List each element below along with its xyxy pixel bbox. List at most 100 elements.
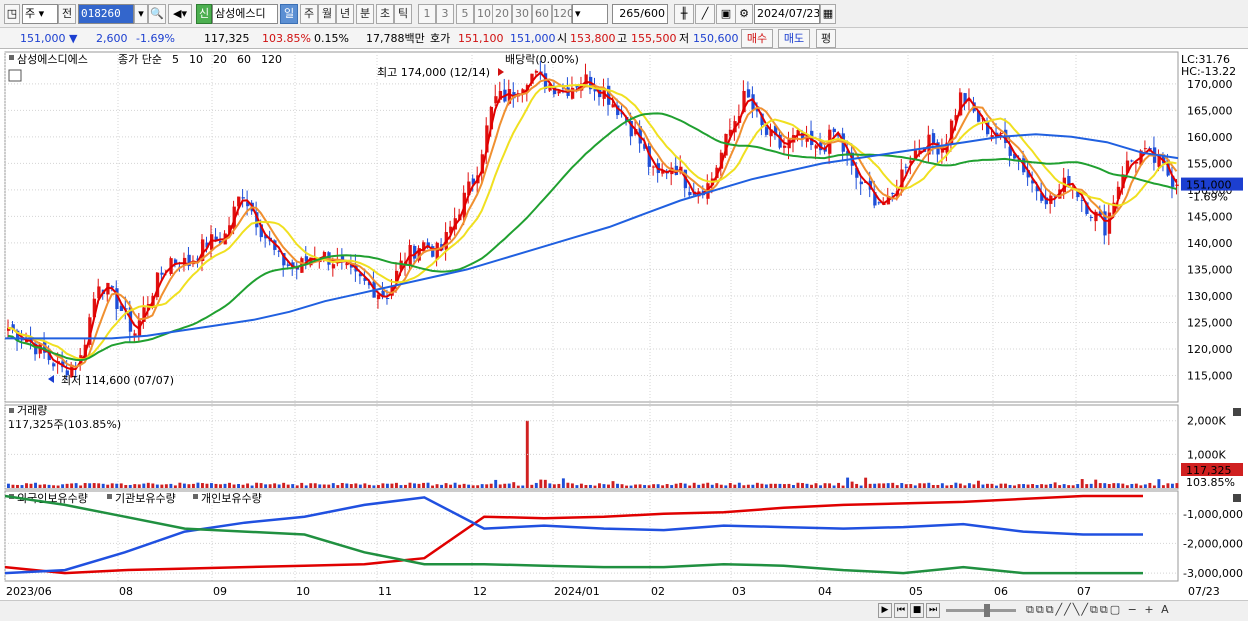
x-axis-label: 06 <box>994 585 1008 598</box>
interval-custom-select[interactable]: ▾ <box>572 4 608 24</box>
legend-ma-120: 120 <box>261 53 282 66</box>
low-label: 저 <box>679 32 690 45</box>
candle-body <box>661 170 665 174</box>
candle-body <box>986 120 990 135</box>
volume-bar <box>1152 485 1156 488</box>
candle-body <box>832 128 836 133</box>
calendar-icon[interactable]: ▦ <box>820 4 836 24</box>
candle-body <box>638 126 642 144</box>
zoom-slider-thumb[interactable] <box>984 604 990 617</box>
candle-body <box>643 144 647 149</box>
volume-bar <box>83 483 87 488</box>
period-button-1[interactable]: 주 <box>300 4 318 24</box>
interval-button-1[interactable]: 3 <box>436 4 454 24</box>
volume-bar <box>1125 485 1129 488</box>
volume-bar <box>692 482 696 488</box>
credit-badge: 신 <box>196 4 212 24</box>
volume-ratio: 103.85% <box>262 32 311 45</box>
date-field[interactable]: 2024/07/23 <box>754 4 820 24</box>
volume-bar <box>882 483 886 488</box>
candle-body <box>760 113 764 125</box>
open-label: 시 <box>557 32 568 45</box>
volume-bar <box>11 484 15 488</box>
volume-bar <box>895 485 899 488</box>
volume-bar <box>868 483 872 488</box>
interval-button-3[interactable]: 10 <box>474 4 494 24</box>
volume-bar <box>29 483 33 488</box>
period-button-2[interactable]: 월 <box>318 4 336 24</box>
volume-bar <box>417 483 421 488</box>
price-tick-label: 130,000 <box>1187 290 1233 303</box>
price-tick-label: 160,000 <box>1187 131 1233 144</box>
x-axis-label: 11 <box>378 585 392 598</box>
volume-bar <box>196 482 200 488</box>
volume-bar <box>345 483 349 488</box>
sell-button[interactable]: 매도 <box>778 29 810 48</box>
period-button-6[interactable]: 틱 <box>394 4 412 24</box>
candle-body <box>990 135 994 139</box>
candle-body <box>20 339 24 341</box>
volume-bar <box>250 485 254 488</box>
count-field[interactable]: 265/600 <box>612 4 668 24</box>
volume-bar <box>782 484 786 488</box>
period-button-5[interactable]: 초 <box>376 4 394 24</box>
zoom-slider-track[interactable] <box>946 609 1016 612</box>
dropdown-icon[interactable]: ▾ <box>134 4 148 24</box>
interval-button-2[interactable]: 5 <box>456 4 474 24</box>
volume-bar <box>191 483 195 488</box>
candle-body <box>909 160 913 164</box>
interval-button-4[interactable]: 20 <box>492 4 512 24</box>
candle-body <box>471 178 475 184</box>
volume-bar <box>313 483 317 488</box>
interval-button-6[interactable]: 60 <box>532 4 552 24</box>
candle-body <box>1143 148 1148 150</box>
volume-bar <box>70 483 74 488</box>
volume-bar <box>855 483 859 488</box>
period-button-0[interactable]: 일 <box>280 4 298 24</box>
volume-bar <box>936 484 940 488</box>
stock-chart[interactable]: 170,000165,000160,000155,000150,000145,0… <box>0 50 1248 601</box>
search-icon[interactable]: 🔍 <box>148 4 166 24</box>
candle-body <box>277 250 282 252</box>
stop-icon[interactable]: ■ <box>910 603 924 618</box>
interval-button-7[interactable]: 120 <box>552 4 574 24</box>
volume-bar <box>557 483 561 488</box>
eval-button[interactable]: 평 <box>816 29 836 48</box>
volume-bar <box>286 484 290 488</box>
volume-bar <box>259 483 263 488</box>
volume-bar <box>467 484 471 488</box>
buy-button[interactable]: 매수 <box>741 29 773 48</box>
gear-icon[interactable]: ⚙ <box>735 4 753 24</box>
scroll-right-icon[interactable]: ▶ <box>878 603 892 618</box>
volume-bar <box>462 483 466 488</box>
volume-bar <box>182 483 186 488</box>
volume-bar <box>119 483 123 488</box>
market-select[interactable]: 주 ▾ <box>22 4 58 24</box>
period-button-4[interactable]: 분 <box>356 4 374 24</box>
hc-label: HC:-13.22 <box>1181 65 1236 78</box>
x-axis-label: 02 <box>651 585 665 598</box>
volume-bar <box>205 483 209 488</box>
save-icon[interactable]: ▣ <box>716 4 736 24</box>
stock-code-input[interactable]: 018260 <box>78 4 134 24</box>
volume-bar <box>643 485 647 488</box>
lc-label: LC:31.76 <box>1181 53 1230 66</box>
candle-icon[interactable]: ╫ <box>674 4 694 24</box>
volume-bar <box>295 485 299 488</box>
interval-button-5[interactable]: 30 <box>512 4 532 24</box>
speaker-icon[interactable]: ◀▾ <box>168 4 192 24</box>
volume-current-label: 117,325 <box>1186 464 1232 477</box>
rewind-icon[interactable]: ⏮ <box>894 603 908 618</box>
volume-bar <box>426 482 430 488</box>
period-button-3[interactable]: 년 <box>336 4 354 24</box>
volume-bar <box>773 483 777 488</box>
window-icon[interactable]: ◳ <box>4 4 20 24</box>
forward-icon[interactable]: ⏭ <box>926 603 940 618</box>
volume-bar <box>949 484 953 488</box>
chart-tool-icons[interactable]: ⧉⧉⧉╱╱╲╱⧉⧉▢ − + A <box>1026 603 1171 616</box>
volume-bar <box>620 484 624 488</box>
interval-button-0[interactable]: 1 <box>418 4 436 24</box>
volume-bar <box>683 483 687 488</box>
draw-icon[interactable]: ╱ <box>695 4 715 24</box>
prev-button[interactable]: 전 <box>58 4 76 24</box>
